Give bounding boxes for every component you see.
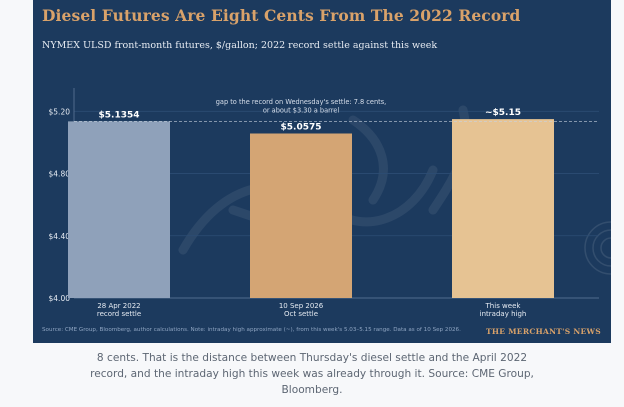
source-note: Source: CME Group, Bloomberg, author cal…: [42, 327, 461, 333]
figure-caption: 8 cents. That is the distance between Th…: [90, 352, 534, 396]
bar: [250, 133, 352, 298]
bar-value-label: $5.0575: [281, 123, 322, 133]
watermark-seal: [584, 221, 611, 275]
bar: [68, 121, 170, 298]
x-tick-label: record settle: [97, 310, 141, 318]
x-tick-label: 28 Apr 2022: [97, 302, 140, 310]
gap-annotation: or about $3.30 a barrel: [263, 107, 340, 115]
y-tick-label: $4.40: [49, 232, 71, 241]
y-tick-label: $4.80: [49, 170, 71, 179]
chart-card: Diesel Futures Are Eight Cents From The …: [33, 0, 611, 343]
chart-title: Diesel Futures Are Eight Cents From The …: [42, 6, 521, 25]
y-tick-label: $4.00: [49, 294, 71, 303]
bars: [68, 119, 554, 298]
x-tick-label: intraday high: [480, 310, 527, 318]
bar: [452, 119, 554, 298]
chart-subtitle: NYMEX ULSD front-month futures, $/gallon…: [42, 40, 438, 51]
publication-brand: THE MERCHANT'S NEWS: [486, 327, 601, 336]
bar-value-label: $5.1354: [99, 110, 140, 120]
x-tick-label: This week: [485, 302, 522, 310]
x-tick-label: 10 Sep 2026: [279, 302, 324, 310]
bar-chart: $4.00 $4.40 $4.80 $5.20 $5.1354 28 Apr 2022r…: [49, 88, 611, 318]
y-tick-label: $5.20: [49, 107, 71, 116]
x-tick-label: Oct settle: [284, 310, 318, 318]
bar-value-label: ~$5.15: [485, 108, 521, 118]
gap-annotation: gap to the record on Wednesday's settle:…: [216, 98, 387, 106]
